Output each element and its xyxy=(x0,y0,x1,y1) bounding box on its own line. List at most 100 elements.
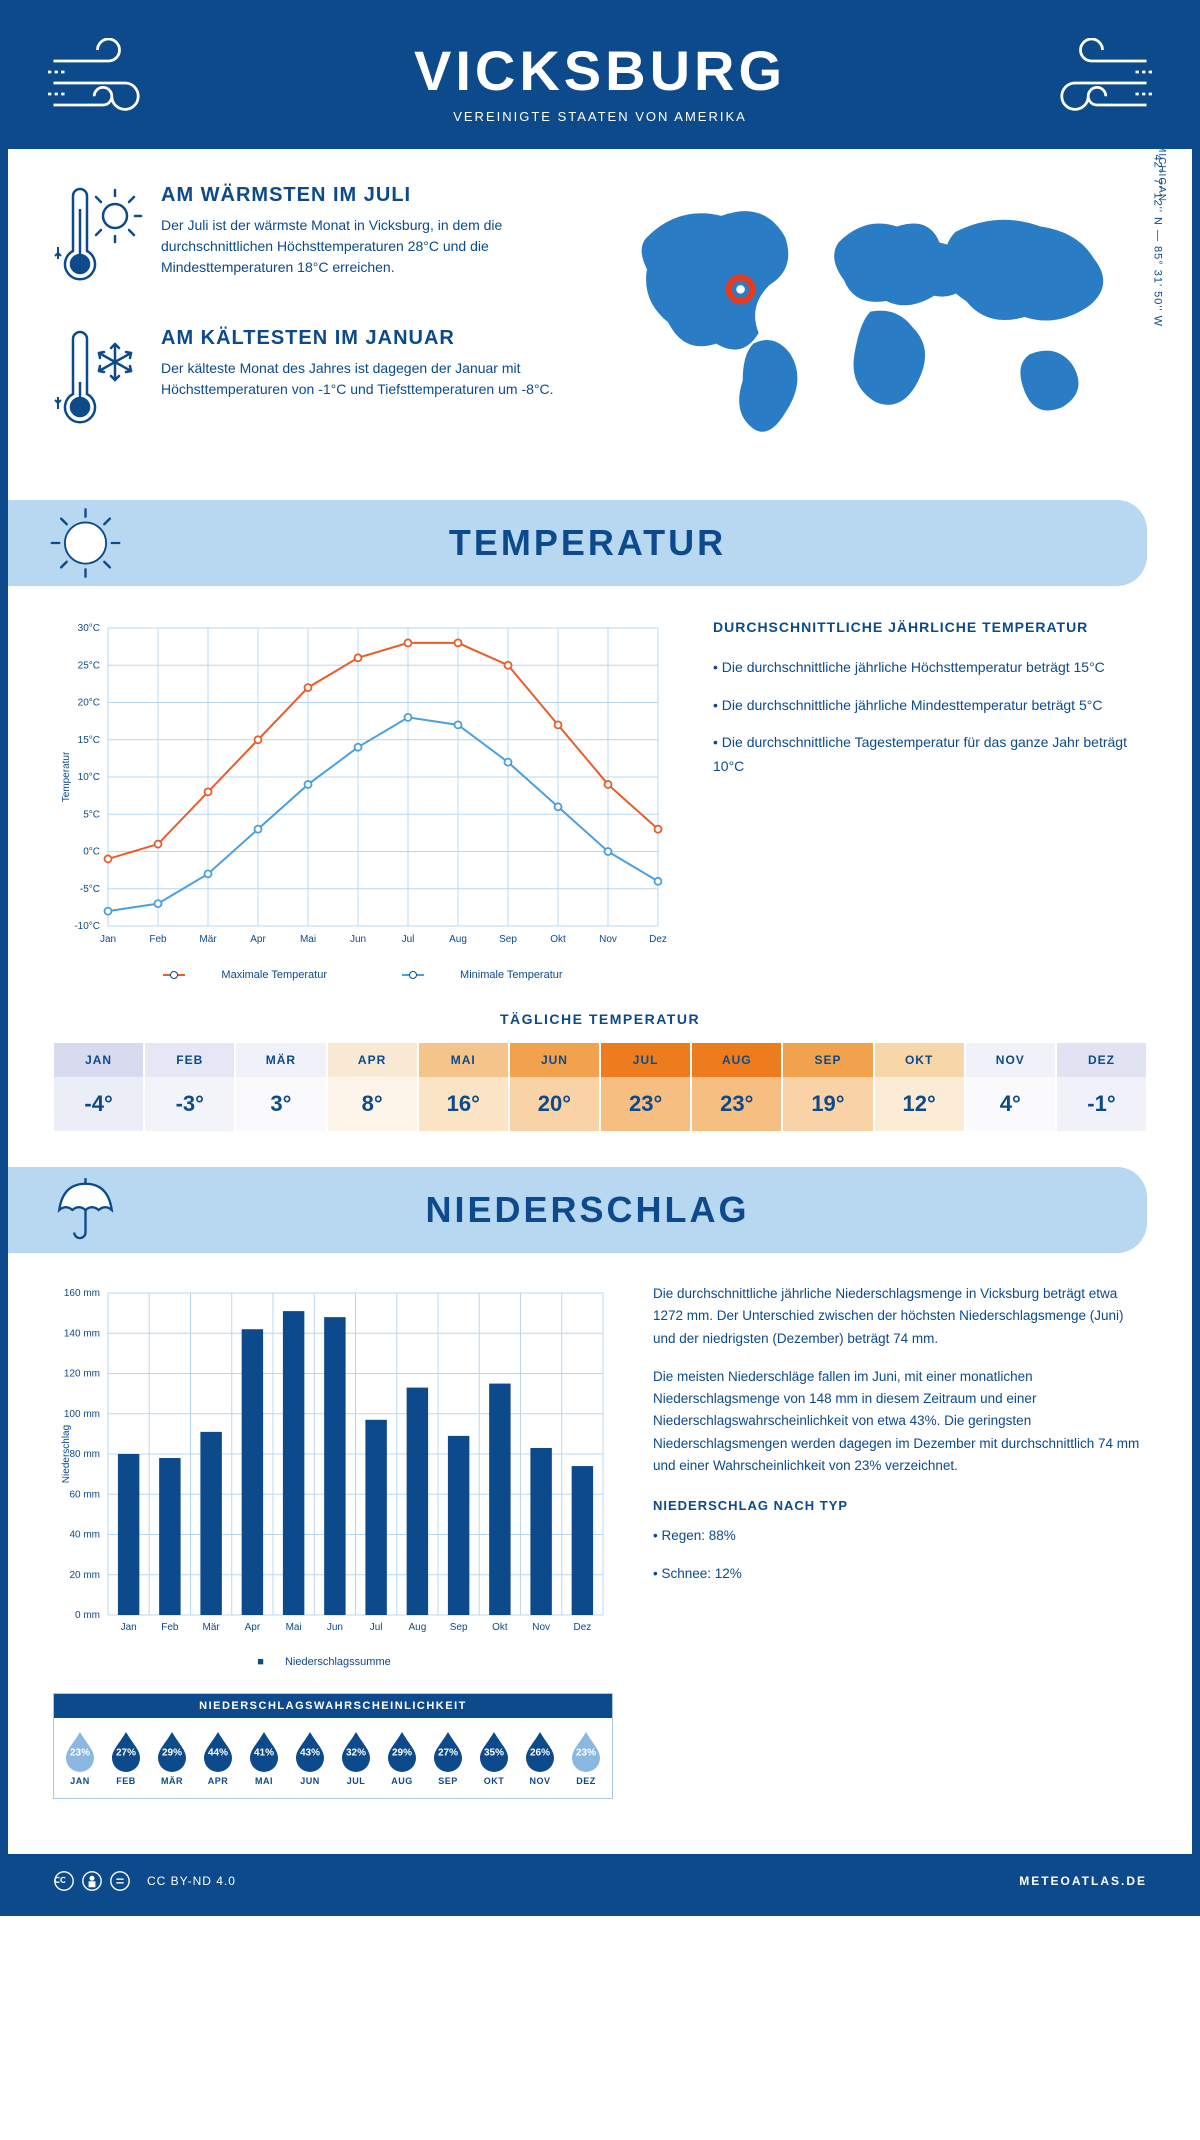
svg-text:Okt: Okt xyxy=(492,1622,508,1633)
facts-column: AM WÄRMSTEN IM JULI Der Juli ist der wär… xyxy=(53,184,585,470)
prob-cell: 23%JAN xyxy=(58,1730,102,1786)
temp-bullet: • Die durchschnittliche Tagestemperatur … xyxy=(713,731,1147,779)
svg-text:Okt: Okt xyxy=(550,934,566,945)
page-title: VICKSBURG xyxy=(48,38,1152,103)
svg-text:Mär: Mär xyxy=(199,934,217,945)
daily-temp-title: TÄGLICHE TEMPERATUR xyxy=(53,1011,1147,1027)
svg-text:Jan: Jan xyxy=(121,1622,137,1633)
legend-max: Maximale Temperatur xyxy=(221,969,327,981)
svg-text:Jun: Jun xyxy=(327,1622,343,1633)
daily-cell: AUG23° xyxy=(691,1042,782,1132)
legend-min: Minimale Temperatur xyxy=(460,969,563,981)
temperature-banner: TEMPERATUR xyxy=(8,500,1147,586)
svg-text:Niederschlag: Niederschlag xyxy=(61,1425,72,1483)
prob-cell: 23%DEZ xyxy=(564,1730,608,1786)
precip-probability-panel: NIEDERSCHLAGSWAHRSCHEINLICHKEIT 23%JAN27… xyxy=(53,1693,613,1799)
fact-warm: AM WÄRMSTEN IM JULI Der Juli ist der wär… xyxy=(53,184,585,299)
daily-cell: DEZ-1° xyxy=(1056,1042,1147,1132)
content: AM WÄRMSTEN IM JULI Der Juli ist der wär… xyxy=(8,149,1192,1829)
thermometer-snow-icon xyxy=(53,327,143,442)
daily-cell: APR8° xyxy=(327,1042,418,1132)
daily-cell: SEP19° xyxy=(782,1042,873,1132)
site-label: METEOATLAS.DE xyxy=(1019,1874,1147,1888)
svg-text:Temperatur: Temperatur xyxy=(61,751,72,802)
prob-cell: 29%MÄR xyxy=(150,1730,194,1786)
svg-text:Apr: Apr xyxy=(250,934,266,945)
prob-cell: 27%FEB xyxy=(104,1730,148,1786)
sun-icon xyxy=(48,506,123,581)
svg-text:Feb: Feb xyxy=(149,934,167,945)
precip-type-line: • Regen: 88% xyxy=(653,1525,1147,1547)
daily-cell: FEB-3° xyxy=(144,1042,235,1132)
coords-label: 42° 7' 12'' N — 85° 31' 50'' W xyxy=(1151,155,1163,327)
svg-text:Nov: Nov xyxy=(599,934,617,945)
daily-cell: NOV4° xyxy=(965,1042,1056,1132)
svg-text:30°C: 30°C xyxy=(78,623,100,634)
precip-title: NIEDERSCHLAG xyxy=(28,1189,1147,1231)
temperature-title: TEMPERATUR xyxy=(28,522,1147,564)
daily-cell: MÄR3° xyxy=(235,1042,326,1132)
fact-warm-title: AM WÄRMSTEN IM JULI xyxy=(161,184,585,207)
svg-text:-10°C: -10°C xyxy=(74,921,100,932)
umbrella-icon xyxy=(48,1173,123,1248)
svg-text:100 mm: 100 mm xyxy=(64,1409,100,1420)
daily-cell: JAN-4° xyxy=(53,1042,144,1132)
temperature-body: -10°C-5°C0°C5°C10°C15°C20°C25°C30°CJanFe… xyxy=(53,616,1147,981)
temp-bullet: • Die durchschnittliche jährliche Höchst… xyxy=(713,656,1147,680)
precip-para1: Die durchschnittliche jährliche Niedersc… xyxy=(653,1283,1147,1350)
svg-text:Sep: Sep xyxy=(499,934,517,945)
temperature-legend: Maximale Temperatur Minimale Temperatur xyxy=(53,969,673,981)
svg-text:0 mm: 0 mm xyxy=(75,1610,100,1621)
svg-text:10°C: 10°C xyxy=(78,772,100,783)
svg-text:Sep: Sep xyxy=(450,1622,468,1633)
svg-text:Dez: Dez xyxy=(649,934,667,945)
svg-text:Jul: Jul xyxy=(370,1622,383,1633)
prob-cell: 44%APR xyxy=(196,1730,240,1786)
temperature-chart: -10°C-5°C0°C5°C10°C15°C20°C25°C30°CJanFe… xyxy=(53,616,673,981)
prob-title: NIEDERSCHLAGSWAHRSCHEINLICHKEIT xyxy=(54,1694,612,1718)
precip-legend-label: Niederschlagssumme xyxy=(285,1656,391,1668)
precip-para2: Die meisten Niederschläge fallen im Juni… xyxy=(653,1366,1147,1477)
svg-text:80 mm: 80 mm xyxy=(69,1449,100,1460)
svg-text:Feb: Feb xyxy=(161,1622,179,1633)
svg-text:120 mm: 120 mm xyxy=(64,1369,100,1380)
cc-icon xyxy=(53,1870,75,1892)
svg-text:Apr: Apr xyxy=(245,1622,261,1633)
svg-text:Aug: Aug xyxy=(449,934,467,945)
world-map-icon xyxy=(615,184,1147,461)
svg-text:20 mm: 20 mm xyxy=(69,1570,100,1581)
prob-cell: 27%SEP xyxy=(426,1730,470,1786)
temperature-info: DURCHSCHNITTLICHE JÄHRLICHE TEMPERATUR •… xyxy=(713,616,1147,981)
svg-text:Mai: Mai xyxy=(300,934,316,945)
license-block: CC BY-ND 4.0 xyxy=(53,1870,236,1892)
thermometer-sun-icon xyxy=(53,184,143,299)
fact-cold: AM KÄLTESTEN IM JANUAR Der kälteste Mona… xyxy=(53,327,585,442)
cc-nd-icon xyxy=(109,1870,131,1892)
svg-text:-5°C: -5°C xyxy=(80,884,100,895)
wind-icon xyxy=(48,38,158,128)
map-column: MICHIGAN 42° 7' 12'' N — 85° 31' 50'' W xyxy=(615,184,1147,470)
precip-info: Die durchschnittliche jährliche Niedersc… xyxy=(653,1283,1147,1829)
svg-text:40 mm: 40 mm xyxy=(69,1530,100,1541)
svg-text:Jun: Jun xyxy=(350,934,366,945)
daily-cell: JUN20° xyxy=(509,1042,600,1132)
daily-cell: JUL23° xyxy=(600,1042,691,1132)
prob-cell: 35%OKT xyxy=(472,1730,516,1786)
fact-cold-text: Der kälteste Monat des Jahres ist dagege… xyxy=(161,358,585,400)
daily-cell: OKT12° xyxy=(874,1042,965,1132)
footer: CC BY-ND 4.0 METEOATLAS.DE xyxy=(8,1854,1192,1908)
svg-text:Dez: Dez xyxy=(573,1622,591,1633)
fact-cold-title: AM KÄLTESTEN IM JANUAR xyxy=(161,327,585,350)
precip-body: 0 mm20 mm40 mm60 mm80 mm100 mm120 mm140 … xyxy=(53,1283,1147,1829)
daily-temp-table: JAN-4°FEB-3°MÄR3°APR8°MAI16°JUN20°JUL23°… xyxy=(53,1042,1147,1132)
svg-text:0°C: 0°C xyxy=(83,847,100,858)
header: VICKSBURG VEREINIGTE STAATEN VON AMERIKA xyxy=(8,8,1192,149)
svg-text:5°C: 5°C xyxy=(83,809,100,820)
intro-row: AM WÄRMSTEN IM JULI Der Juli ist der wär… xyxy=(53,184,1147,470)
svg-text:140 mm: 140 mm xyxy=(64,1328,100,1339)
precip-banner: NIEDERSCHLAG xyxy=(8,1167,1147,1253)
prob-cell: 32%JUL xyxy=(334,1730,378,1786)
daily-cell: MAI16° xyxy=(418,1042,509,1132)
infographic-page: VICKSBURG VEREINIGTE STAATEN VON AMERIKA… xyxy=(0,0,1200,1916)
precip-legend: ■ Niederschlagssumme xyxy=(53,1656,613,1668)
